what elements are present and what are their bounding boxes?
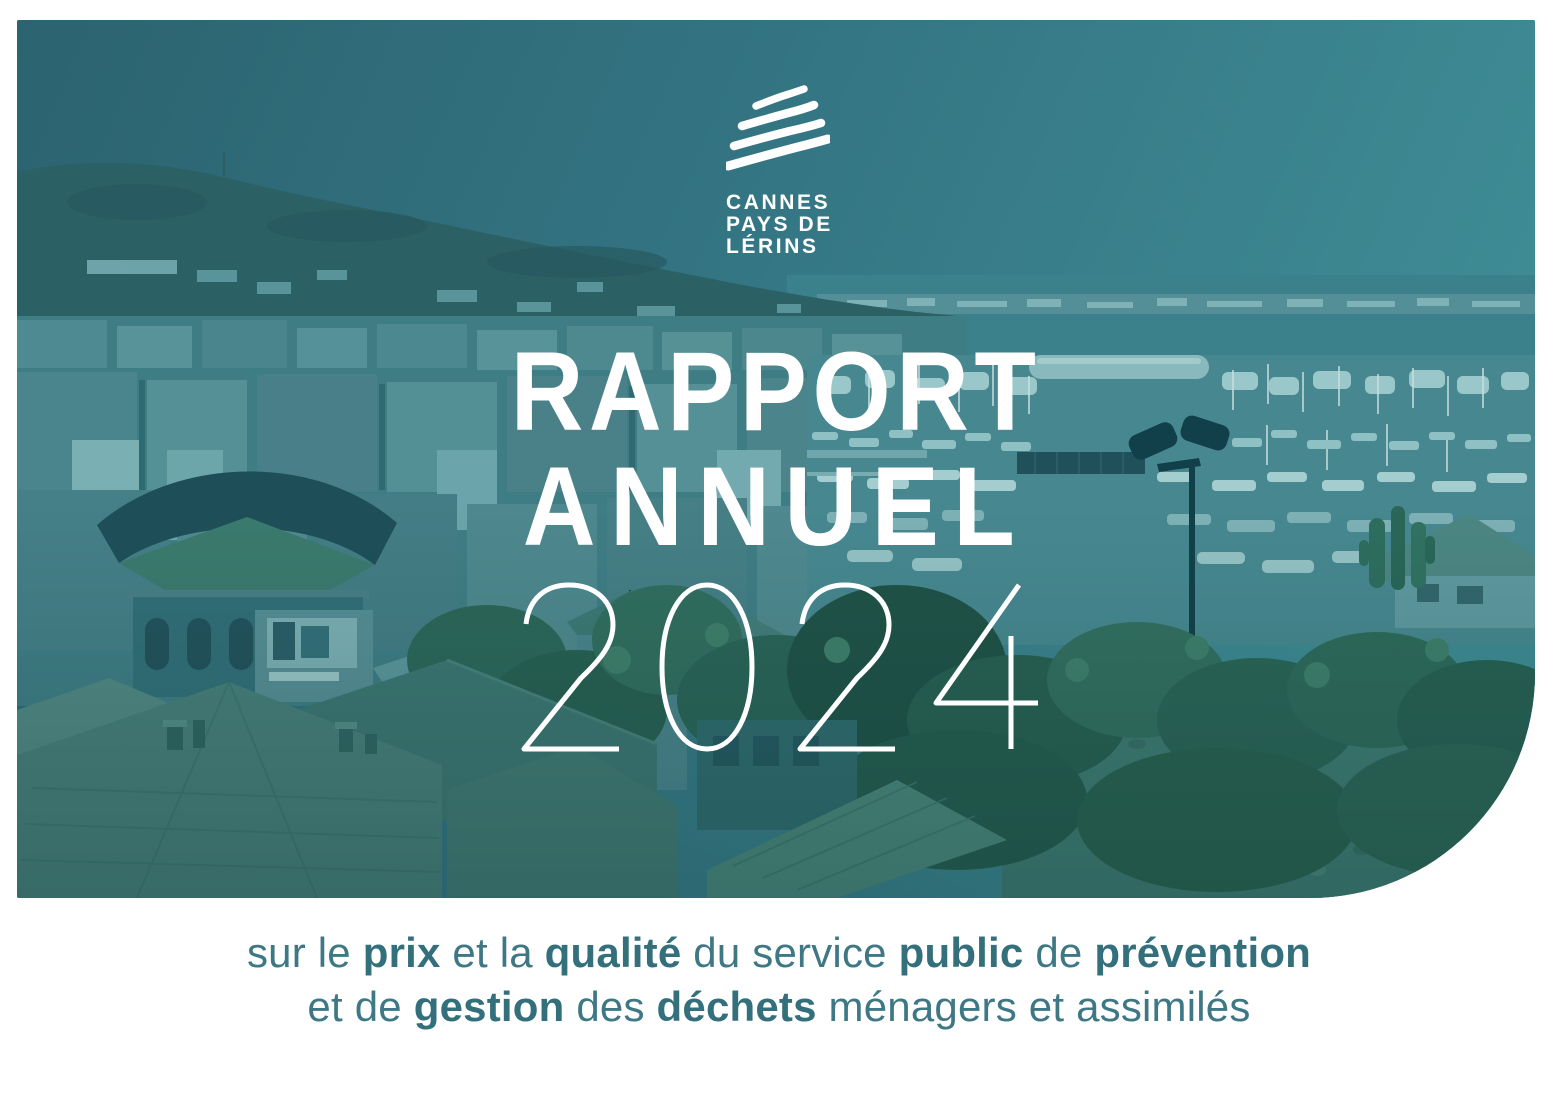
subtitle-text: du service [681,929,899,976]
subtitle-emphasis: gestion [413,983,565,1030]
subtitle-emphasis: public [898,929,1024,976]
subtitle-line-2: et de gestion des déchets ménagers et as… [0,980,1558,1034]
subtitle-text: ménagers et assimilés [816,983,1251,1030]
agency-logo: CANNES PAYS DE LÉRINS [726,84,836,258]
year-digit [659,582,755,752]
org-name-line-1: CANNES [726,191,831,214]
subtitle-emphasis: prévention [1094,929,1312,976]
report-title-line-1: RAPPORT [510,329,1042,454]
year-digit [797,582,895,752]
subtitle-text: de [1023,929,1095,976]
report-title: RAPPORT ANNUEL [93,334,1459,564]
cover-photo: CANNES PAYS DE LÉRINS RAPPORT ANNUEL [17,20,1535,898]
report-title-line-2: ANNUEL [522,444,1030,569]
org-name-line-3: LÉRINS [726,235,819,258]
subtitle-emphasis: qualité [544,929,682,976]
org-name-line-2: PAYS DE [726,213,833,236]
subtitle-text: et de [307,983,414,1030]
cannes-cityscape-photo [17,20,1535,898]
photo-vignette [17,20,1535,898]
org-name: CANNES PAYS DE LÉRINS [726,192,833,258]
year-digit [521,582,619,752]
subtitle-text: sur le [246,929,363,976]
subtitle-text: des [564,983,657,1030]
year-digit [933,583,1038,749]
report-subtitle: sur le prix et la qualité du service pub… [0,926,1558,1034]
brush-waves-icon [726,85,830,171]
report-year [521,582,1038,752]
subtitle-line-1: sur le prix et la qualité du service pub… [0,926,1558,980]
subtitle-text: et la [440,929,545,976]
subtitle-emphasis: prix [362,929,441,976]
subtitle-emphasis: déchets [656,983,817,1030]
